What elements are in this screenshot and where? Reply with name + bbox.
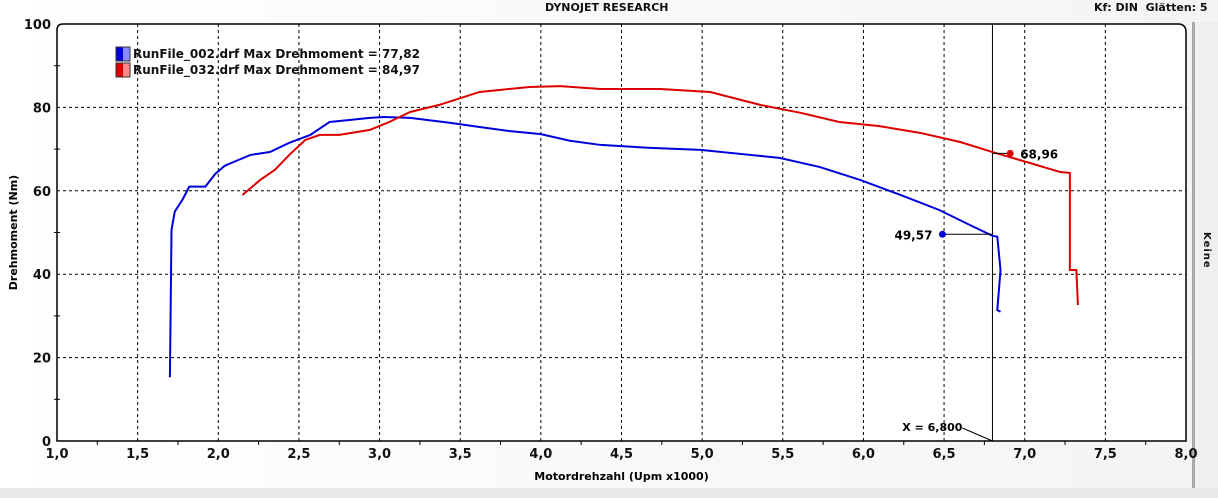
x-tick-label: 4,0 <box>529 447 552 462</box>
legend-swatch <box>116 63 123 77</box>
y-axis-label: Drehmoment (Nm) <box>7 175 20 290</box>
chart-title: DYNOJET RESEARCH <box>545 1 669 14</box>
x-tick-label: 5,0 <box>691 447 714 462</box>
side-panel <box>1192 22 1218 488</box>
x-tick-label: 8,0 <box>1174 447 1197 462</box>
x-tick-label: 7,5 <box>1094 447 1117 462</box>
y-tick-label: 100 <box>24 18 51 33</box>
x-tick-label: 6,0 <box>852 447 875 462</box>
x-tick-label: 6,5 <box>933 447 956 462</box>
x-tick-label: 1,5 <box>126 447 149 462</box>
marker-value-label: 68,96 <box>1020 147 1058 161</box>
y-tick-label: 80 <box>33 101 51 116</box>
plot-frame <box>56 23 1187 442</box>
y-tick-label: 40 <box>33 268 51 283</box>
cursor-label: X = 6,800 <box>902 421 962 434</box>
x-tick-label: 3,0 <box>368 447 391 462</box>
series-marker <box>938 230 946 238</box>
series-line-1 <box>168 115 1002 378</box>
series-line-2 <box>241 85 1079 306</box>
legend-swatch-border <box>115 46 131 62</box>
series-marker <box>1006 149 1014 157</box>
x-tick-label: 7,0 <box>1013 447 1036 462</box>
legend-entry: RunFile_002.drf Max Drehmoment = 77,82 <box>133 47 420 62</box>
x-tick-label: 1,0 <box>45 447 68 462</box>
cursor-pointer <box>962 427 993 442</box>
legend-swatch <box>116 47 123 61</box>
y-tick-label: 0 <box>42 435 51 450</box>
legend-swatch-border <box>115 62 131 78</box>
y-tick-label: 20 <box>33 352 51 367</box>
legend-swatch-light <box>123 63 130 77</box>
legend-entry: RunFile_032.drf Max Drehmoment = 84,97 <box>133 63 420 78</box>
x-tick-label: 4,5 <box>610 447 633 462</box>
x-tick-label: 2,5 <box>287 447 310 462</box>
settings-text: Kf: DIN Glätten: 5 <box>1094 1 1208 14</box>
bottom-strip <box>0 488 1218 498</box>
marker-value-label: 49,57 <box>894 228 932 242</box>
y-tick-label: 60 <box>33 185 51 200</box>
legend-swatch-light <box>123 47 130 61</box>
x-axis-label: Motordrehzahl (Upm x1000) <box>534 470 708 483</box>
x-tick-label: 5,5 <box>771 447 794 462</box>
x-tick-label: 3,5 <box>449 447 472 462</box>
x-tick-label: 2,0 <box>207 447 230 462</box>
